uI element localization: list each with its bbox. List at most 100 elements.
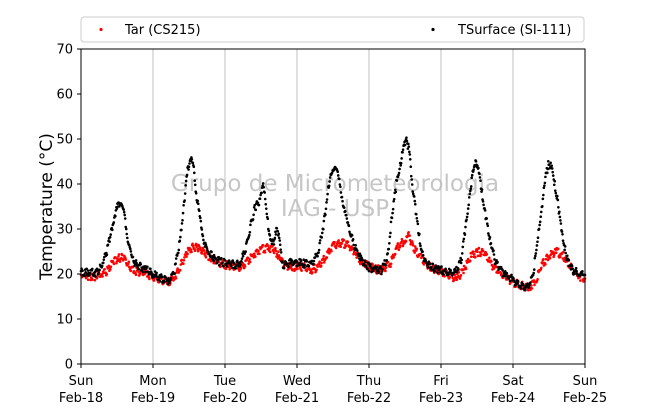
data-point [413,245,417,248]
data-point [178,268,182,272]
data-point [345,217,349,220]
data-point [263,197,267,201]
data-point [554,191,558,195]
data-point [533,256,537,260]
data-point [519,286,523,290]
data-point [109,268,112,271]
data-point [278,243,282,247]
data-point [208,252,211,256]
data-point [315,268,318,272]
data-point [216,259,219,262]
data-point [281,261,284,264]
data-point [552,255,555,259]
data-point [276,229,280,233]
data-point [407,231,410,234]
y-tick-label: 10 [56,313,73,328]
data-point [312,262,315,266]
data-point [324,213,327,217]
data-point [264,203,268,206]
data-point [327,184,331,188]
data-point [101,275,104,278]
data-point [182,203,185,207]
data-point [563,245,567,248]
data-point [274,249,278,253]
data-point [469,185,473,188]
data-point [468,192,472,196]
data-point [389,231,392,235]
data-point [357,254,361,258]
data-point [248,258,251,261]
data-point [409,165,413,169]
data-point [496,260,499,264]
x-tick-label-day: Sat [502,374,523,389]
data-point [361,258,364,262]
data-point [235,264,238,267]
data-point [477,246,481,250]
data-point [325,256,329,259]
x-tick-label-day: Wed [283,374,311,389]
data-point [419,244,422,248]
data-point [468,189,472,193]
data-point [552,183,556,187]
data-point [204,255,208,259]
data-point [279,248,282,251]
data-point [258,197,262,201]
data-point [458,277,462,280]
data-point [174,257,178,260]
data-point [390,216,394,220]
data-point [416,219,419,223]
data-point [114,214,117,218]
data-point [244,250,247,253]
data-point [109,233,112,236]
data-point [541,261,544,265]
data-point [263,251,267,254]
data-point [210,250,213,254]
data-point [412,195,416,198]
data-point [266,217,270,221]
data-point [411,192,415,196]
data-point [467,203,471,207]
data-point [320,236,324,239]
data-point [268,234,272,237]
data-point [371,263,374,266]
data-point [221,261,224,265]
data-point [532,271,535,275]
x-tick-label-date: Feb-21 [275,391,319,406]
data-point [453,267,457,271]
data-point [347,224,351,228]
data-point [253,252,256,255]
data-point [416,222,420,226]
data-point [193,249,197,253]
data-point [366,267,369,271]
data-point [562,250,565,254]
data-point [258,252,261,256]
data-point [418,242,422,245]
x-tick-label-date: Feb-23 [419,391,463,406]
data-point [558,215,562,219]
data-point [241,254,245,258]
data-point [375,265,379,269]
data-point [320,261,323,265]
data-point [537,227,541,231]
data-point [533,283,536,287]
data-point [485,222,489,226]
data-point [489,241,493,245]
data-point [261,182,265,185]
data-point [229,264,233,268]
data-point [408,150,411,154]
y-tick-label: 70 [56,43,73,58]
x-tick-label-date: Feb-20 [203,391,247,406]
data-point [198,246,202,250]
data-point [381,268,384,271]
data-point [490,260,493,263]
data-point [181,211,185,215]
data-point [505,271,509,275]
data-point [311,271,314,274]
data-point [444,267,447,271]
data-point [310,259,314,263]
data-point [196,249,200,253]
data-point [296,267,299,271]
data-point [159,273,163,276]
data-point [91,267,94,271]
